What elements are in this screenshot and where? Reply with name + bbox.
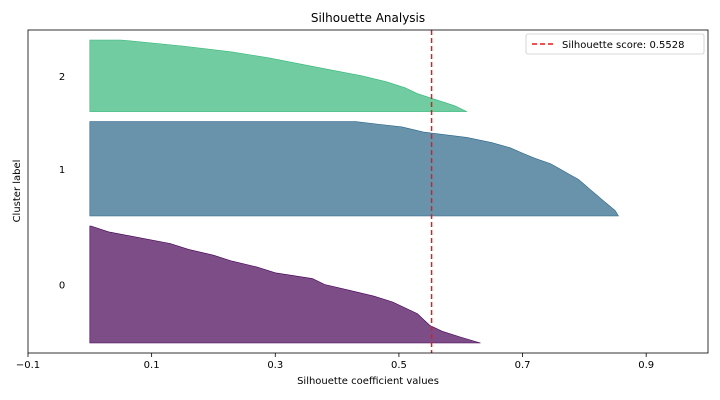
cluster-labels: 0 1 2 [59,72,65,292]
x-tick-label: 0.5 [391,360,407,371]
x-tick-label: 0.1 [144,360,160,371]
x-tick-label: 0.9 [638,360,654,371]
silhouette-band-cluster-2 [89,39,468,112]
silhouette-bands [89,39,619,344]
x-tick-label: 0.3 [267,360,283,371]
legend: Silhouette score: 0.5528 [525,33,705,55]
x-axis-label: Silhouette coefficient values [297,376,439,387]
x-tick-label: 0.7 [515,360,531,371]
chart-title: Silhouette Analysis [311,11,425,25]
legend-label: Silhouette score: 0.5528 [562,40,684,51]
cluster-label-1: 1 [59,165,65,176]
y-axis-label: Cluster label [12,160,23,223]
x-tick-label: −0.1 [16,360,40,371]
silhouette-band-cluster-1 [89,121,619,217]
x-axis-ticks: −0.1 0.1 0.3 0.5 0.7 0.9 [16,353,654,371]
cluster-label-2: 2 [59,72,65,83]
plot-frame [27,29,709,354]
silhouette-band-cluster-0 [89,225,481,344]
cluster-label-0: 0 [59,280,65,291]
legend-box [525,33,705,55]
